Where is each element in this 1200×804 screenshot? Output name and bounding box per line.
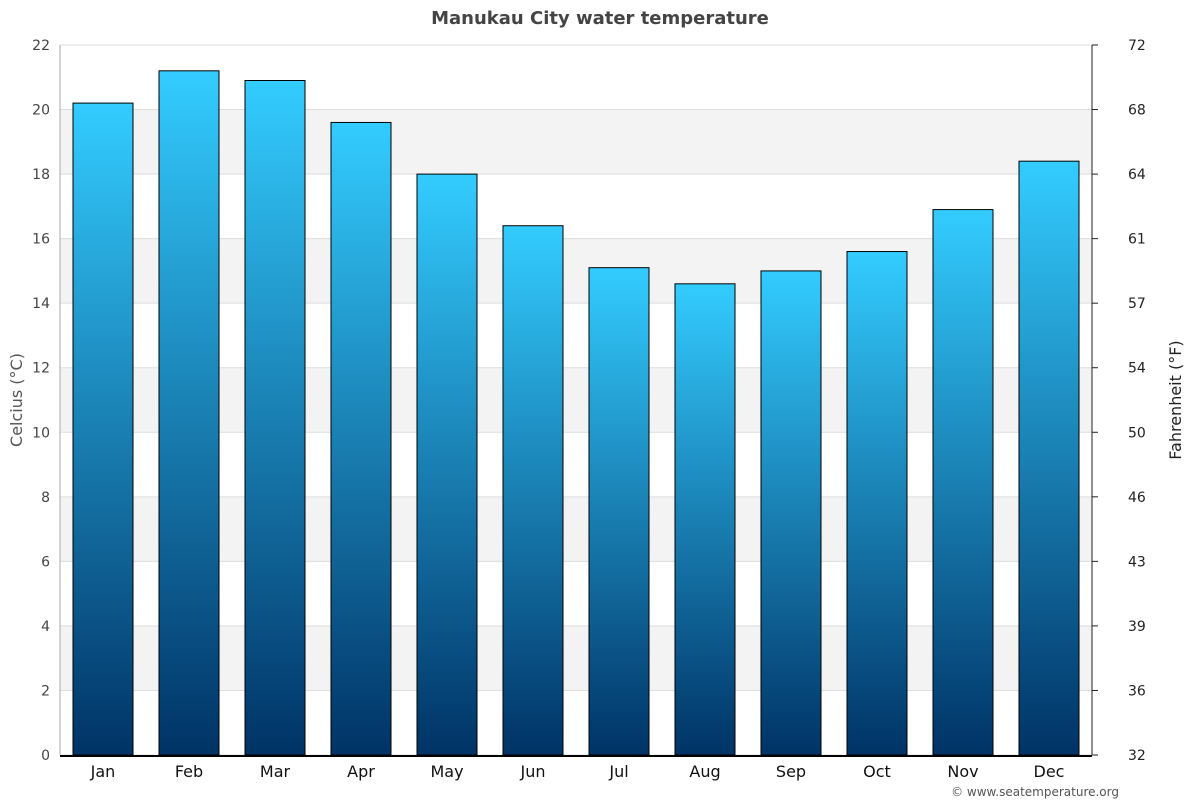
- bar-oct: [846, 251, 908, 756]
- y-tick-label: 8: [41, 490, 50, 506]
- bar-apr: [330, 121, 392, 756]
- y2-tick-label: 50: [1128, 425, 1146, 441]
- y-tick-label: 18: [32, 167, 50, 183]
- bar-mar: [244, 80, 306, 756]
- y-tick-label: 12: [32, 361, 50, 377]
- y2-tick-label: 46: [1128, 490, 1146, 506]
- y-tick-label: 10: [32, 425, 50, 441]
- grid-band: [60, 625, 1092, 691]
- y2-tick-label: 32: [1128, 748, 1146, 764]
- y-tick-label: 6: [41, 554, 50, 570]
- chart-title: Manukau City water temperature: [431, 8, 769, 29]
- bar-dec: [1018, 160, 1080, 756]
- grid-band: [60, 109, 1092, 175]
- y2-tick-label: 36: [1128, 683, 1146, 699]
- bar-jan: [72, 102, 134, 756]
- bar-jun: [502, 225, 564, 756]
- y2-tick-label: 61: [1128, 232, 1146, 248]
- y-tick-label: 4: [41, 619, 50, 635]
- y-tick-label: 0: [41, 748, 50, 764]
- y2-tick-label: 68: [1128, 103, 1146, 119]
- bar-may: [416, 173, 478, 756]
- y-axis-label: Celcius (°C): [7, 353, 26, 447]
- x-tick-label: Jan: [90, 762, 116, 781]
- bar-feb: [158, 70, 220, 756]
- x-tick-label: Jun: [520, 762, 546, 781]
- y2-axis-label: Fahrenheit (°F): [1166, 340, 1185, 459]
- grid-band: [60, 367, 1092, 433]
- x-tick-label: Feb: [175, 762, 203, 781]
- y2-tick-label: 57: [1128, 296, 1146, 312]
- y-tick-label: 16: [32, 232, 50, 248]
- bar-jul: [588, 267, 650, 756]
- y-tick-label: 22: [32, 38, 50, 54]
- y2-tick-label: 43: [1128, 554, 1146, 570]
- y-tick-label: 2: [41, 683, 50, 699]
- x-tick-label: Dec: [1034, 762, 1065, 781]
- y2-tick-label: 64: [1128, 167, 1146, 183]
- grid-band: [60, 496, 1092, 562]
- y-tick-label: 14: [32, 296, 50, 312]
- y2-tick-label: 39: [1128, 619, 1146, 635]
- x-tick-label: Jul: [608, 762, 628, 781]
- bar-nov: [932, 209, 994, 756]
- y2-tick-label: 54: [1128, 361, 1146, 377]
- x-tick-label: Apr: [347, 762, 375, 781]
- x-tick-label: Sep: [776, 762, 806, 781]
- x-tick-label: May: [430, 762, 463, 781]
- x-tick-label: Nov: [947, 762, 978, 781]
- bar-aug: [674, 283, 736, 756]
- x-tick-label: Oct: [863, 762, 891, 781]
- y2-tick-label: 72: [1128, 38, 1146, 54]
- y-tick-label: 20: [32, 103, 50, 119]
- grid-band: [60, 238, 1092, 304]
- x-tick-label: Mar: [260, 762, 291, 781]
- bar-sep: [760, 270, 822, 756]
- x-tick-label: Aug: [689, 762, 720, 781]
- credit: © www.seatemperature.org: [951, 785, 1119, 799]
